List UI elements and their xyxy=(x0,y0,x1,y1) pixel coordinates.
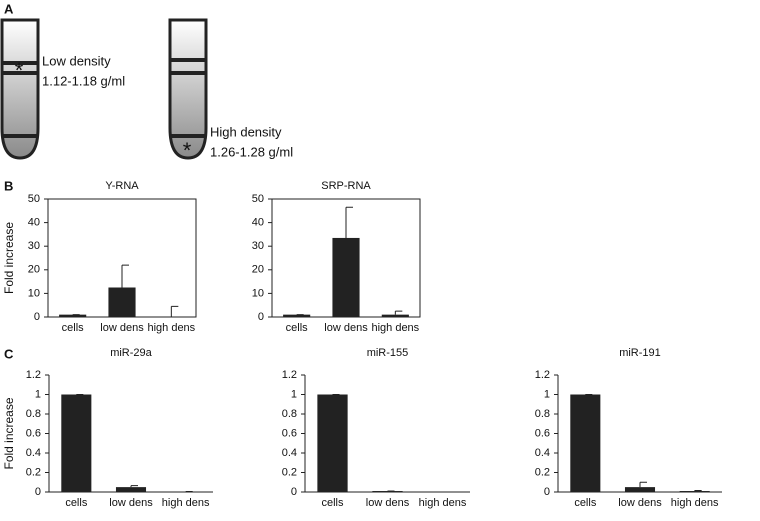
tube xyxy=(2,20,38,158)
y-tick-label: 1.2 xyxy=(26,369,41,381)
x-tick-label: high dens xyxy=(147,322,195,334)
chart-title: SRP-RNA xyxy=(321,180,371,192)
x-tick-label: cells xyxy=(321,497,344,509)
y-tick-label: 30 xyxy=(28,240,40,252)
y-tick-label: 40 xyxy=(252,217,264,229)
bar xyxy=(317,395,347,493)
chart-title: miR-191 xyxy=(619,347,661,359)
y-tick-label: 0.6 xyxy=(282,427,297,439)
x-tick-label: low dens xyxy=(366,497,410,509)
y-tick-label: 10 xyxy=(28,287,40,299)
marker: * xyxy=(15,58,24,83)
y-tick-label: 0.4 xyxy=(282,447,297,459)
bar xyxy=(570,395,600,493)
y-tick-label: 0.8 xyxy=(282,408,297,420)
y-tick-label: 20 xyxy=(252,264,264,276)
y-tick-label: 0.6 xyxy=(26,427,41,439)
y-tick-label: 0.4 xyxy=(26,447,41,459)
bar xyxy=(61,395,91,493)
panel-letter: C xyxy=(4,346,14,361)
x-tick-label: cells xyxy=(65,497,88,509)
y-tick-label: 0.2 xyxy=(535,466,550,478)
y-tick-label: 0.8 xyxy=(26,408,41,420)
error-bar xyxy=(640,482,647,487)
error-bar xyxy=(346,207,353,238)
y-tick-label: 0.2 xyxy=(26,466,41,478)
error-bar xyxy=(131,486,138,487)
y-tick-label: 10 xyxy=(252,287,264,299)
y-tick-label: 30 xyxy=(252,240,264,252)
tube-density: 1.12-1.18 g/ml xyxy=(42,73,125,88)
x-tick-label: low dens xyxy=(109,497,153,509)
panel-letter: A xyxy=(4,1,14,16)
x-tick-label: cells xyxy=(286,322,309,334)
y-tick-label: 1 xyxy=(35,388,41,400)
y-tick-label: 0 xyxy=(258,311,264,323)
x-tick-label: cells xyxy=(574,497,597,509)
y-tick-label: 50 xyxy=(28,193,40,205)
y-tick-label: 0 xyxy=(35,486,41,498)
y-tick-label: 40 xyxy=(28,217,40,229)
y-tick-label: 0 xyxy=(291,486,297,498)
error-bar xyxy=(171,306,178,317)
bar xyxy=(332,238,359,317)
x-tick-label: low dens xyxy=(618,497,662,509)
y-tick-label: 0 xyxy=(544,486,550,498)
y-tick-label: 20 xyxy=(28,264,40,276)
y-tick-label: 0 xyxy=(34,311,40,323)
chart-title: miR-155 xyxy=(367,347,409,359)
tube-label: Low density xyxy=(42,53,111,68)
x-tick-label: low dens xyxy=(324,322,368,334)
y-tick-label: 50 xyxy=(252,193,264,205)
marker: * xyxy=(183,138,192,163)
y-tick-label: 1.2 xyxy=(282,369,297,381)
error-bar xyxy=(122,265,129,287)
x-tick-label: high dens xyxy=(419,497,467,509)
y-tick-label: 1 xyxy=(291,388,297,400)
x-tick-label: low dens xyxy=(100,322,144,334)
bar xyxy=(116,487,146,492)
bar xyxy=(625,487,655,492)
y-axis-label: Fold increase xyxy=(2,397,16,469)
panel-letter: B xyxy=(4,178,13,193)
x-tick-label: high dens xyxy=(671,497,719,509)
chart-title: Y-RNA xyxy=(105,180,139,192)
y-tick-label: 0.6 xyxy=(535,427,550,439)
y-tick-label: 0.8 xyxy=(535,408,550,420)
y-tick-label: 0.4 xyxy=(535,447,550,459)
error-bar xyxy=(395,311,402,315)
chart-title: miR-29a xyxy=(110,347,152,359)
x-tick-label: cells xyxy=(62,322,85,334)
bar xyxy=(382,315,409,317)
y-tick-label: 1 xyxy=(544,388,550,400)
bar xyxy=(680,491,710,492)
y-axis-label: Fold increase xyxy=(2,222,16,294)
y-tick-label: 0.2 xyxy=(282,466,297,478)
x-tick-label: high dens xyxy=(371,322,419,334)
tube-label: High density xyxy=(210,124,282,139)
y-tick-label: 1.2 xyxy=(535,369,550,381)
x-tick-label: high dens xyxy=(162,497,210,509)
tube-density: 1.26-1.28 g/ml xyxy=(210,144,293,159)
bar xyxy=(108,288,135,318)
